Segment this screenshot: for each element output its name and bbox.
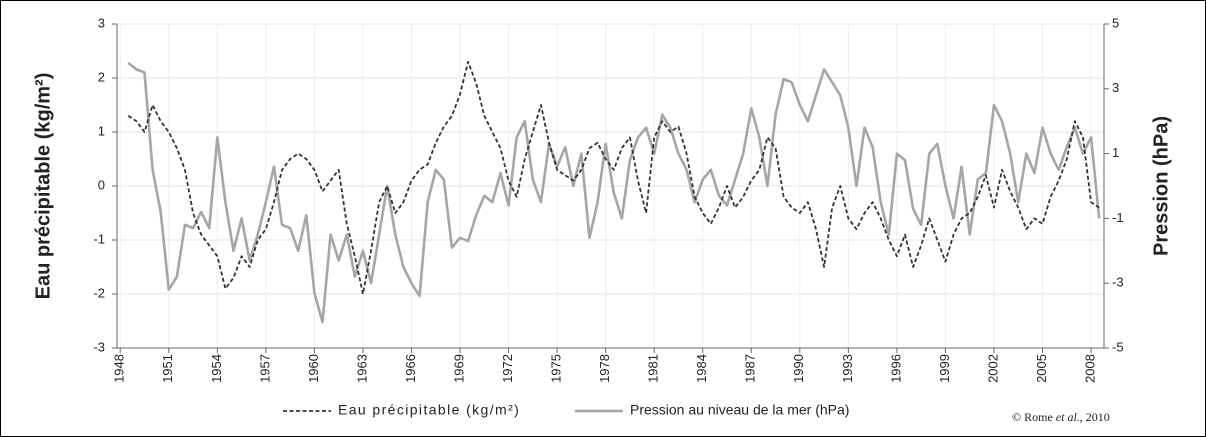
- x-tick-label: 2005: [1034, 354, 1049, 383]
- credit: © Rome et al., 2010: [1012, 410, 1110, 424]
- x-tick-label: 1978: [597, 354, 612, 383]
- x-tick-label: 1996: [888, 354, 903, 383]
- y2-tick-label: 3: [1112, 80, 1119, 95]
- y2-tick-label: -3: [1112, 275, 1124, 290]
- x-tick-label: 1963: [354, 354, 369, 383]
- y-axis-label: Eau précipitable (kg/m²): [32, 73, 54, 300]
- y-tick-label: 0: [98, 177, 105, 192]
- y2-tick-label: 5: [1112, 15, 1119, 30]
- x-tick-label: 1999: [937, 354, 952, 383]
- data-line: [127, 61, 1101, 324]
- credit-text: , 2010: [1080, 410, 1110, 424]
- x-tick-label: 1960: [306, 354, 321, 383]
- y-tick-label: 2: [98, 69, 105, 84]
- x-tick-label: 2008: [1082, 354, 1097, 383]
- y2-tick-label: -5: [1112, 339, 1124, 354]
- y2-tick-label: 1: [1112, 145, 1119, 160]
- y-tick-label: -1: [93, 231, 105, 246]
- x-tick-label: 1975: [549, 354, 564, 383]
- credit-text: © Rome: [1012, 410, 1056, 424]
- x-tick-label: 1981: [646, 354, 661, 383]
- y-tick-label: -2: [93, 285, 105, 300]
- y-tick-label: -3: [93, 339, 105, 354]
- x-tick-label: 1969: [451, 354, 466, 383]
- legend-label: Pression au niveau de la mer (hPa): [630, 402, 849, 418]
- x-tick-label: 1966: [403, 354, 418, 383]
- x-tick-label: 1951: [160, 354, 175, 383]
- x-tick-label: 1984: [694, 354, 709, 383]
- y2-axis-label: Pression (hPa): [1150, 116, 1172, 256]
- x-tick-label: 1948: [112, 354, 127, 383]
- legend-label: Eau précipitable (kg/m²): [338, 402, 520, 418]
- y-tick-label: 1: [98, 123, 105, 138]
- x-tick-label: 1972: [500, 354, 515, 383]
- credit-text: et al.: [1056, 410, 1080, 424]
- y2-tick-label: -1: [1112, 210, 1124, 225]
- x-tick-label: 1993: [840, 354, 855, 383]
- x-tick-label: 1957: [257, 354, 272, 383]
- x-tick-label: 1990: [791, 354, 806, 383]
- x-tick-label: 2002: [985, 354, 1000, 383]
- x-tick-label: 1954: [209, 354, 224, 383]
- data-line: [127, 60, 1100, 295]
- x-tick-label: 1987: [743, 354, 758, 383]
- y-tick-label: 3: [98, 15, 105, 30]
